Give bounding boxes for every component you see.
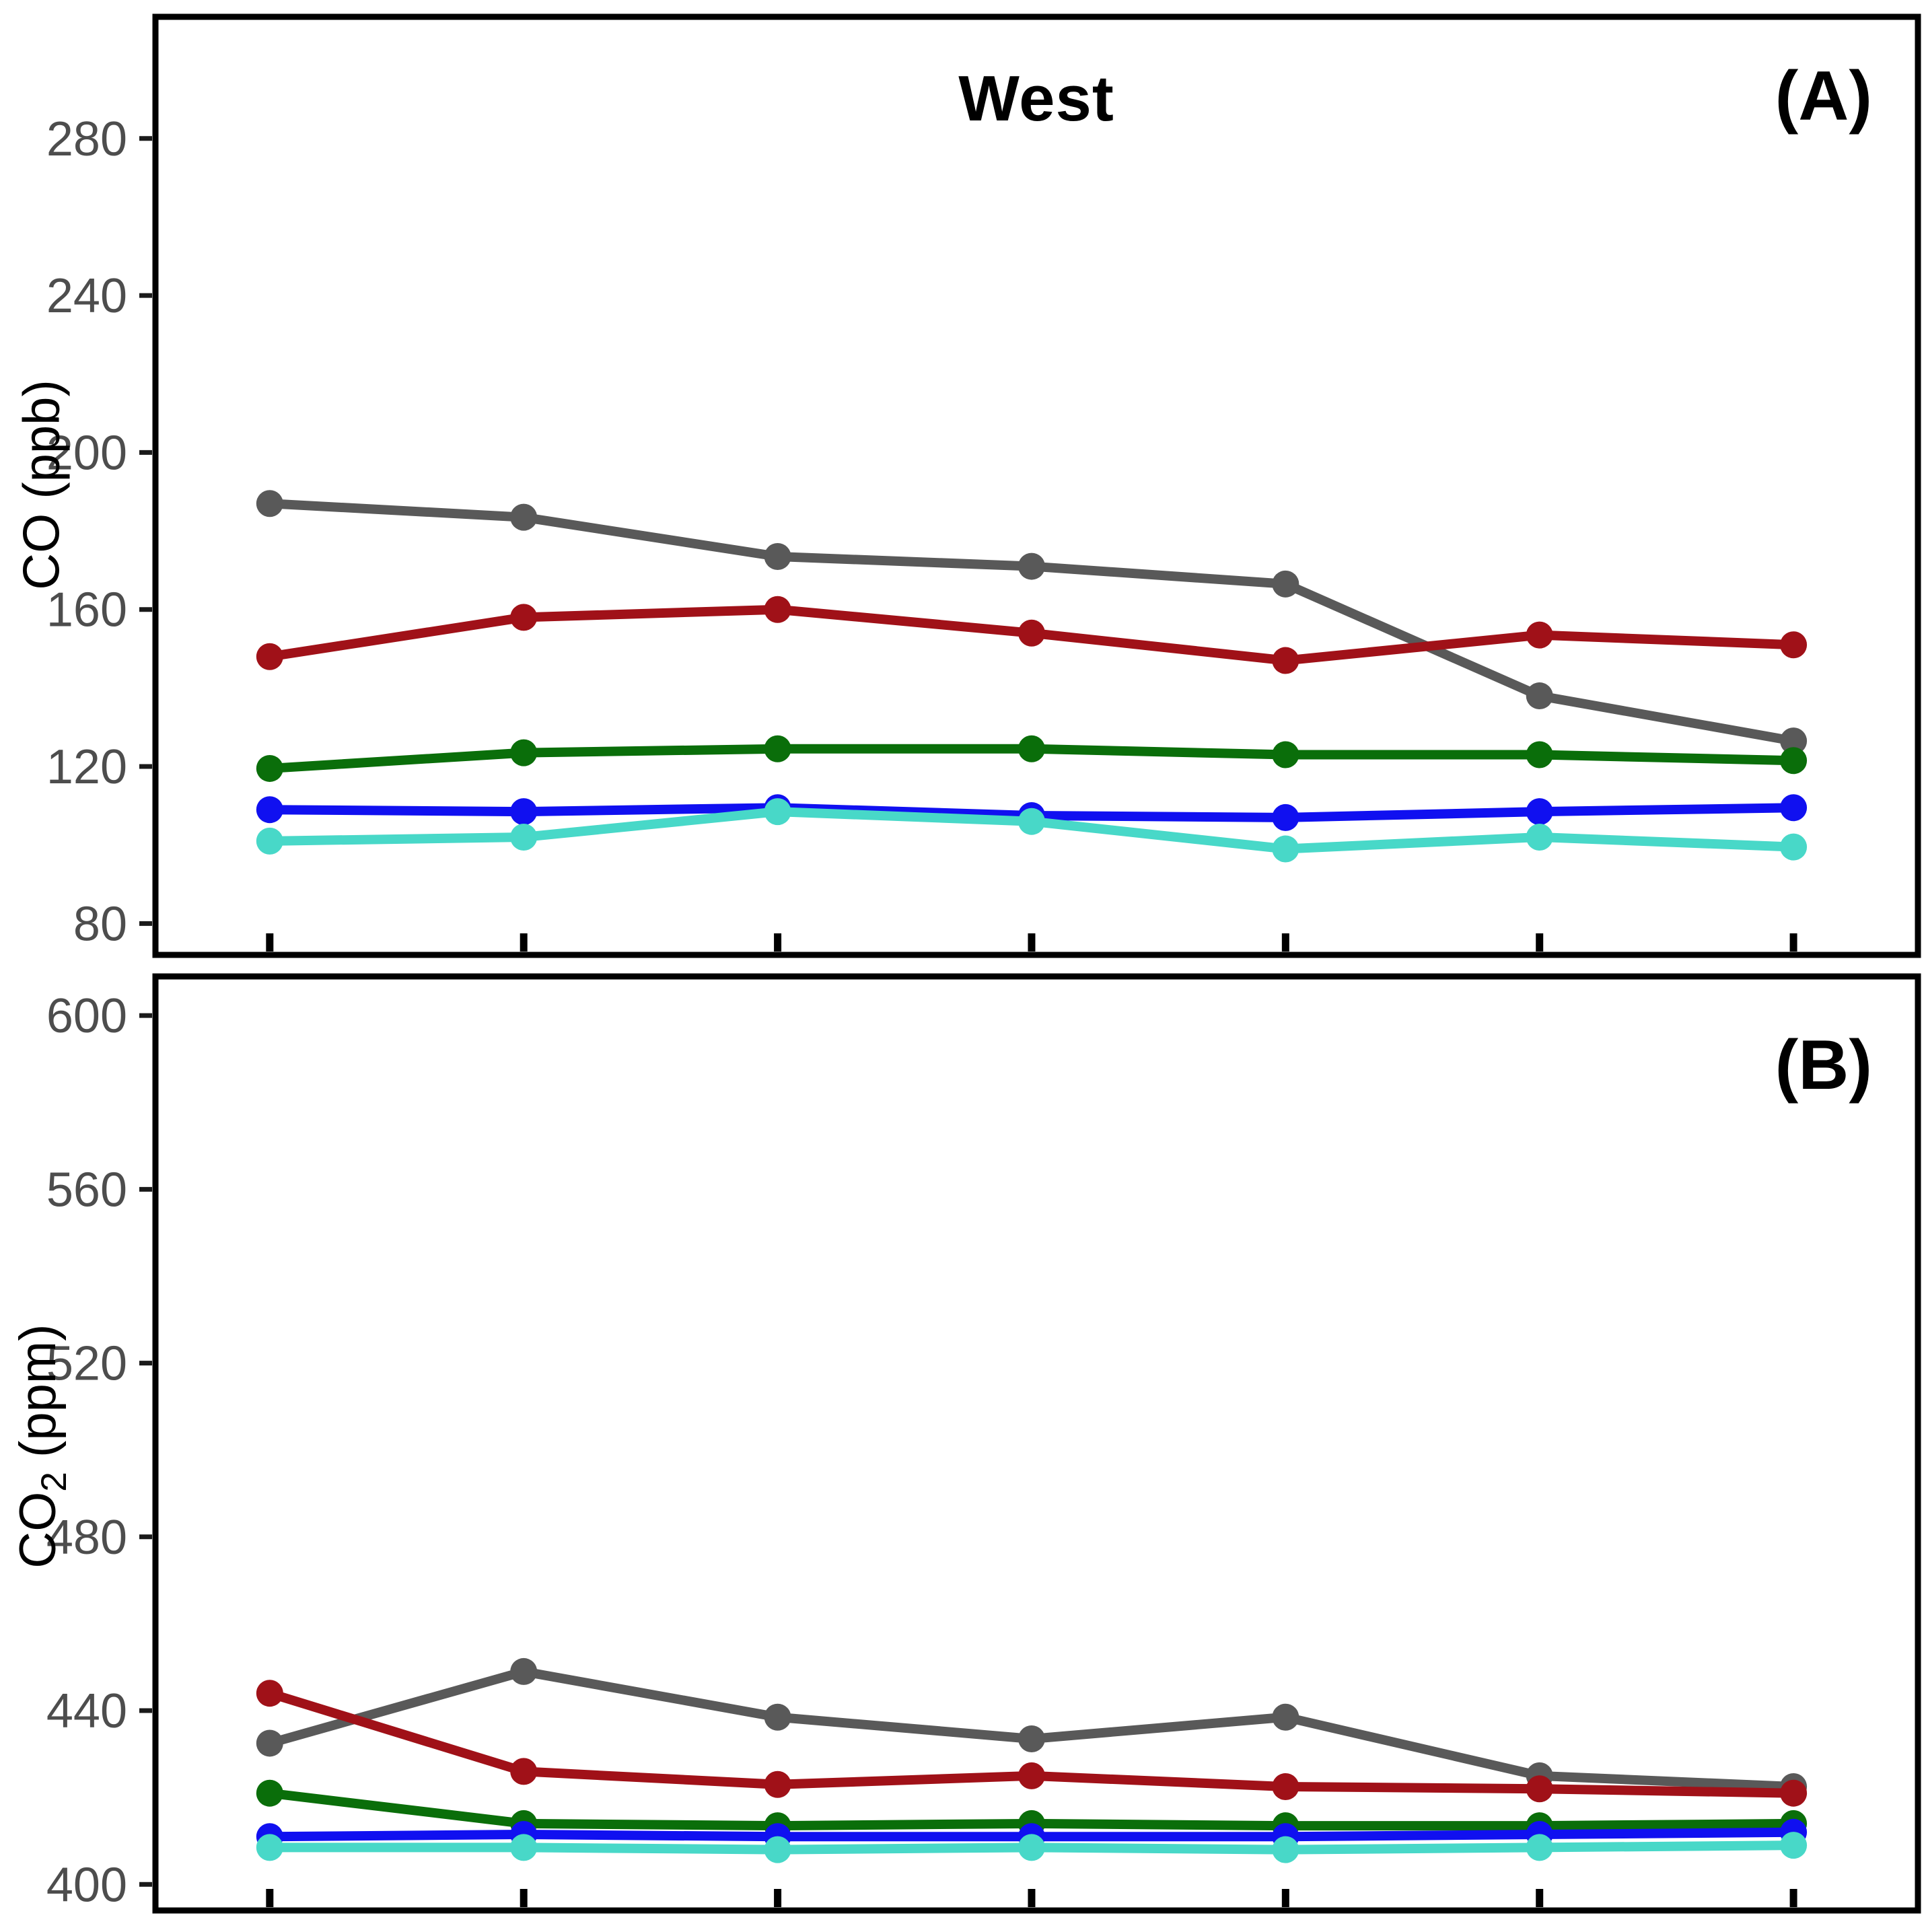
y-tick-label: 120 bbox=[46, 740, 127, 794]
series-blue-point bbox=[510, 798, 538, 826]
series-green-point bbox=[256, 754, 283, 782]
series-gray-point bbox=[256, 1729, 283, 1757]
y-tick-label: 520 bbox=[46, 1337, 127, 1391]
series-blue-point bbox=[1780, 794, 1808, 822]
y-axis-label-co2-prefix: CO bbox=[9, 1491, 67, 1569]
y-tick-label: 80 bbox=[73, 897, 127, 951]
series-turquoise-point bbox=[1018, 1834, 1045, 1861]
panel-border bbox=[152, 973, 1921, 1914]
series-gray-point bbox=[1526, 682, 1553, 710]
series-turquoise-point bbox=[764, 798, 791, 826]
series-gray-point bbox=[1272, 1703, 1299, 1731]
series-gray-point bbox=[1272, 570, 1299, 598]
y-axis-label-co: CO (ppb) bbox=[13, 380, 71, 590]
series-turquoise-point bbox=[256, 827, 283, 855]
series-turquoise-point bbox=[1272, 1836, 1299, 1863]
panel-a-tag: (A) bbox=[1775, 57, 1872, 135]
y-axis-label-co2-suffix: (ppm) bbox=[9, 1324, 67, 1472]
series-darkred-point bbox=[510, 604, 538, 631]
y-axis-label-co2-sub: 2 bbox=[34, 1472, 75, 1492]
series-darkred-point bbox=[1526, 1775, 1553, 1803]
series-gray-point bbox=[510, 1657, 538, 1685]
series-gray-point bbox=[256, 490, 283, 517]
series-green-point bbox=[510, 739, 538, 766]
series-gray-point bbox=[764, 542, 791, 570]
y-axis-label-co2: CO2 (ppm) bbox=[9, 1244, 75, 1648]
y-tick-label: 560 bbox=[46, 1163, 127, 1217]
series-green-point bbox=[256, 1779, 283, 1807]
series-turquoise-point bbox=[256, 1834, 283, 1861]
y-tick-label: 480 bbox=[46, 1511, 127, 1565]
series-darkred-point bbox=[1272, 647, 1299, 674]
y-tick-label: 160 bbox=[46, 583, 127, 637]
y-tick-label: 600 bbox=[46, 989, 127, 1043]
series-green-point bbox=[1780, 747, 1808, 775]
y-tick-label: 240 bbox=[46, 269, 127, 323]
series-green-point bbox=[1272, 741, 1299, 768]
series-darkred-point bbox=[1018, 1762, 1045, 1789]
chart-title: West bbox=[958, 63, 1114, 135]
series-gray-point bbox=[1780, 727, 1808, 755]
series-turquoise-point bbox=[1018, 808, 1045, 835]
series-darkred-point bbox=[764, 1770, 791, 1798]
y-tick-label: 440 bbox=[46, 1684, 127, 1738]
series-turquoise-point bbox=[1780, 1832, 1808, 1859]
series-turquoise-point bbox=[510, 1834, 538, 1861]
series-green-point bbox=[764, 735, 791, 762]
series-darkred-point bbox=[256, 643, 283, 670]
panel-border bbox=[152, 13, 1921, 958]
series-turquoise-point bbox=[764, 1836, 791, 1863]
series-gray-point bbox=[764, 1703, 791, 1731]
series-gray-point bbox=[1018, 552, 1045, 580]
series-blue-point bbox=[256, 796, 283, 824]
series-gray-point bbox=[1018, 1725, 1045, 1752]
series-darkred-point bbox=[1780, 631, 1808, 659]
series-darkred-point bbox=[1018, 619, 1045, 647]
series-darkred-point bbox=[510, 1758, 538, 1785]
series-darkred-point bbox=[256, 1680, 283, 1707]
y-tick-label: 200 bbox=[46, 426, 127, 480]
series-turquoise-point bbox=[1526, 824, 1553, 851]
series-turquoise-point bbox=[1272, 835, 1299, 863]
series-turquoise-point bbox=[510, 824, 538, 851]
series-darkred-point bbox=[1780, 1779, 1808, 1807]
series-green-point bbox=[1526, 741, 1553, 768]
series-blue-point bbox=[1272, 803, 1299, 831]
series-green-point bbox=[1018, 735, 1045, 762]
series-turquoise-point bbox=[1780, 833, 1808, 861]
panel-b-tag: (B) bbox=[1775, 1026, 1872, 1104]
series-darkred-point bbox=[764, 596, 791, 623]
series-blue-point bbox=[1526, 798, 1553, 826]
panel-a: 280 240 200 160 120 80 bbox=[46, 13, 1921, 958]
series-gray-point bbox=[510, 503, 538, 531]
y-tick-label: 280 bbox=[46, 112, 127, 166]
series-darkred-point bbox=[1526, 621, 1553, 649]
y-tick-label: 400 bbox=[46, 1858, 127, 1912]
series-turquoise-point bbox=[1526, 1834, 1553, 1861]
panel-b: 600 560 520 480 440 400 bbox=[46, 973, 1921, 1914]
series-darkred-point bbox=[1272, 1773, 1299, 1801]
